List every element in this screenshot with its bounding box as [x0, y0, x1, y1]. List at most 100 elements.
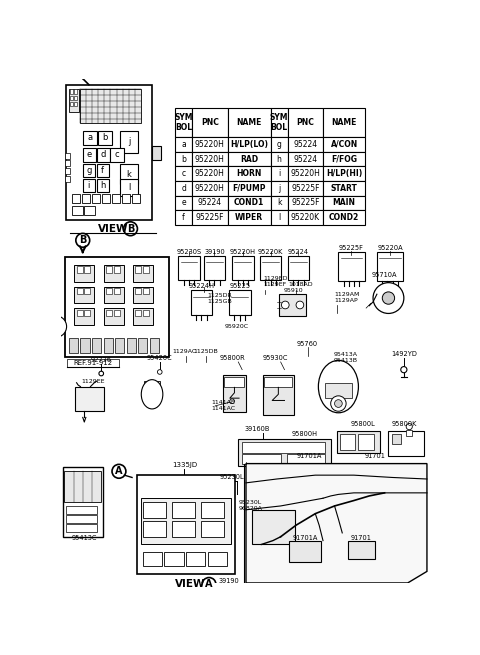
Bar — [112, 194, 120, 203]
Text: SYM
BOL: SYM BOL — [174, 113, 193, 132]
Text: 39190: 39190 — [204, 249, 225, 255]
Bar — [228, 137, 271, 152]
Bar — [348, 540, 375, 559]
Bar — [120, 164, 138, 184]
Text: 95413A: 95413A — [334, 352, 358, 357]
Bar — [84, 267, 90, 272]
Bar — [388, 431, 424, 456]
Bar — [98, 131, 112, 145]
Bar — [175, 196, 192, 210]
Bar — [96, 164, 109, 177]
Bar — [288, 181, 323, 196]
Bar — [135, 267, 141, 272]
Bar — [232, 255, 254, 280]
Bar — [65, 168, 70, 174]
Circle shape — [331, 396, 346, 411]
Bar — [110, 148, 123, 162]
Bar — [288, 210, 323, 225]
Bar — [192, 166, 228, 181]
Text: PNC: PNC — [296, 118, 314, 127]
Bar — [120, 131, 138, 153]
Circle shape — [406, 424, 412, 430]
Circle shape — [230, 399, 234, 403]
Bar — [143, 267, 149, 272]
Bar — [104, 308, 123, 325]
Text: VIEW: VIEW — [97, 224, 128, 234]
Bar — [228, 166, 271, 181]
Bar — [120, 179, 138, 196]
Bar — [172, 502, 195, 517]
Bar — [192, 210, 228, 225]
Bar — [207, 552, 227, 566]
Bar — [133, 286, 153, 303]
Circle shape — [123, 222, 137, 236]
Bar — [228, 108, 271, 137]
Text: l: l — [128, 183, 130, 193]
Text: 1129ED: 1129ED — [263, 276, 288, 281]
Text: 95800L: 95800L — [351, 421, 375, 426]
Text: HORN: HORN — [236, 169, 262, 178]
Bar — [175, 108, 192, 137]
Bar — [406, 430, 412, 436]
Text: 1125DB: 1125DB — [193, 350, 218, 354]
Bar — [175, 181, 192, 196]
Text: e: e — [181, 198, 186, 208]
Text: c: c — [114, 151, 119, 159]
Bar — [92, 194, 100, 203]
Text: 1141AE: 1141AE — [211, 400, 235, 405]
Bar — [175, 166, 192, 181]
Text: NAME: NAME — [332, 118, 357, 127]
Text: REF.91-912: REF.91-912 — [73, 360, 112, 365]
Bar — [192, 152, 228, 166]
Bar — [143, 552, 162, 566]
Bar — [70, 89, 73, 94]
Text: 1125DR: 1125DR — [207, 293, 232, 298]
Bar — [271, 166, 288, 181]
Bar — [271, 181, 288, 196]
Bar — [65, 257, 169, 358]
Circle shape — [76, 233, 90, 247]
Text: 39190: 39190 — [219, 578, 240, 584]
Bar — [143, 310, 149, 316]
Text: 95910: 95910 — [283, 288, 303, 293]
Bar — [74, 265, 94, 282]
Text: c: c — [181, 169, 186, 178]
Bar — [66, 84, 152, 219]
Bar — [228, 152, 271, 166]
Text: 95800H: 95800H — [291, 432, 318, 438]
Text: 95220H: 95220H — [290, 169, 320, 178]
Text: A/CON: A/CON — [331, 140, 358, 149]
Bar — [271, 108, 288, 137]
Bar — [106, 310, 112, 316]
Bar — [114, 288, 120, 294]
Bar — [143, 288, 149, 294]
Bar — [223, 375, 246, 412]
Text: B: B — [79, 235, 86, 246]
Bar — [279, 294, 306, 316]
Text: 95930C: 95930C — [263, 355, 288, 361]
Bar — [77, 288, 83, 294]
Bar — [81, 338, 90, 354]
Text: WIPER: WIPER — [235, 213, 263, 222]
Bar — [238, 439, 331, 466]
Bar — [323, 152, 365, 166]
Bar — [288, 196, 323, 210]
Text: 96820A: 96820A — [239, 506, 263, 511]
Text: 95224: 95224 — [198, 198, 222, 208]
Bar — [323, 166, 365, 181]
Circle shape — [335, 400, 342, 407]
Bar — [288, 166, 323, 181]
Bar — [204, 255, 225, 280]
Bar — [65, 153, 70, 159]
Text: 95220K: 95220K — [258, 249, 283, 255]
Text: k: k — [127, 170, 132, 179]
Bar — [228, 210, 271, 225]
Text: H/LP(LO): H/LP(LO) — [230, 140, 268, 149]
Bar — [73, 89, 77, 94]
Text: 1129AP: 1129AP — [335, 298, 358, 303]
Bar — [133, 265, 153, 282]
Text: START: START — [331, 184, 358, 193]
Bar — [192, 108, 228, 137]
Bar — [102, 194, 110, 203]
Text: 1125GB: 1125GB — [207, 299, 232, 305]
